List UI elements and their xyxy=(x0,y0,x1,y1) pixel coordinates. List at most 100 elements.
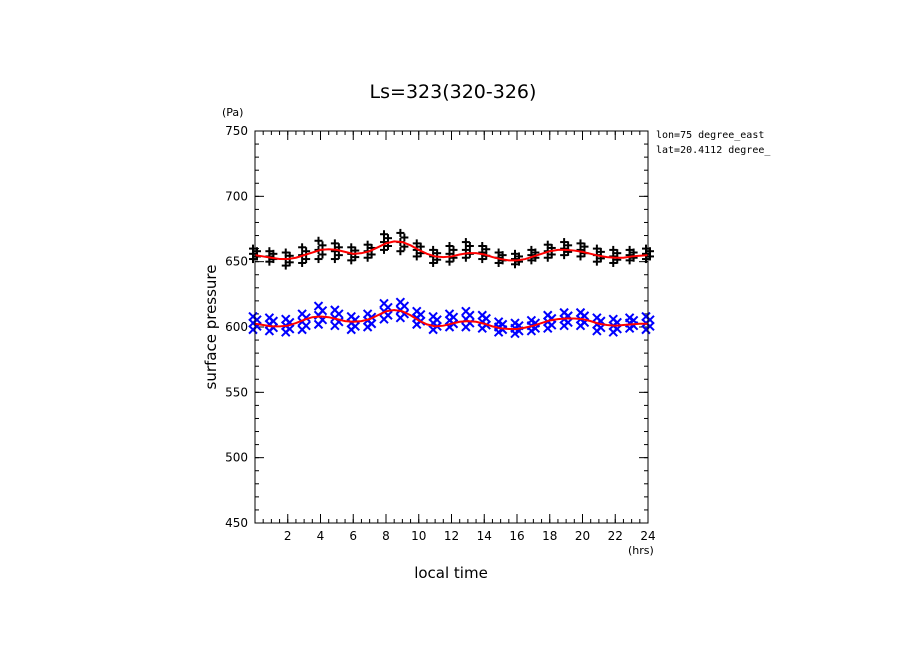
series-0-marker xyxy=(330,255,339,264)
y-tick-label: 550 xyxy=(225,385,248,399)
series-0-marker xyxy=(543,240,552,249)
series-1-marker xyxy=(395,297,406,307)
series-0-marker xyxy=(642,244,650,253)
series-0-marker xyxy=(449,245,458,254)
series-0-marker xyxy=(429,245,438,254)
fit-line-0 xyxy=(254,240,649,262)
y-tick-label: 600 xyxy=(225,320,248,334)
x-tick-label: 14 xyxy=(477,529,492,543)
series-0-marker xyxy=(318,241,327,250)
x-tick-label: 6 xyxy=(349,529,357,543)
series-0-marker xyxy=(318,250,327,259)
series-0-marker xyxy=(314,255,323,264)
series-0-marker xyxy=(380,245,388,254)
x-unit-label: (hrs) xyxy=(628,544,654,557)
series-1-marker xyxy=(444,309,455,319)
series-1-marker xyxy=(641,311,651,322)
series-1-marker xyxy=(575,307,586,318)
series-0-marker xyxy=(363,240,372,249)
series-1-marker xyxy=(362,309,373,319)
series-1-marker xyxy=(543,310,553,320)
x-tick-label: 16 xyxy=(509,529,524,543)
series-0-marker xyxy=(609,245,618,254)
info-line-lat: lat=20.4112 degree_ xyxy=(656,145,771,156)
series-1-marker xyxy=(493,317,504,327)
series-0-marker xyxy=(302,255,311,264)
series-0-marker xyxy=(592,244,601,253)
series-0-marker xyxy=(412,239,421,248)
series-0-marker xyxy=(330,239,339,248)
series-1-marker xyxy=(412,306,422,317)
series-1-marker xyxy=(313,301,324,311)
series-1-marker xyxy=(608,314,618,324)
series-0-marker xyxy=(330,247,339,256)
fit-line-1 xyxy=(254,308,648,330)
series-0-marker xyxy=(461,238,470,247)
x-tick-label: 4 xyxy=(317,529,325,543)
y-tick-label: 750 xyxy=(225,124,248,138)
y-axis-label: surface pressure xyxy=(202,265,220,390)
series-0-marker xyxy=(396,228,405,237)
series-1-marker xyxy=(248,311,258,322)
fit-lines xyxy=(254,240,649,330)
series-1-marker xyxy=(526,315,537,326)
series-1-marker xyxy=(461,306,471,317)
series-1-marker xyxy=(559,307,569,318)
series-0-marker xyxy=(445,257,454,266)
tick-labels: 2 4 6 8 10 12 14 16 18 20 22 2445050055060065070075… xyxy=(225,124,656,543)
x-axis-label: local time xyxy=(414,564,488,582)
series-0-marker xyxy=(249,244,257,253)
series-1-marker xyxy=(428,311,438,322)
series-0-marker xyxy=(461,253,470,262)
series-0-marker xyxy=(527,245,536,254)
series-0-marker xyxy=(511,249,519,258)
x-tick-label: 18 xyxy=(542,529,557,543)
x-tick-label: 22 xyxy=(608,529,623,543)
series-0-marker xyxy=(314,236,323,245)
series-1-marker xyxy=(477,310,487,320)
x-tick-label: 24 xyxy=(640,529,655,543)
series-0-marker xyxy=(494,248,503,257)
series-1-marker xyxy=(264,313,275,323)
series-1-marker xyxy=(624,313,635,323)
x-tick-label: 8 xyxy=(382,529,390,543)
series-1-marker xyxy=(330,305,340,315)
series-0-marker xyxy=(400,242,409,251)
x-tick-label: 12 xyxy=(444,529,459,543)
series-1-marker xyxy=(510,318,520,328)
series-0-marker xyxy=(265,247,274,256)
y-tick-label: 500 xyxy=(225,451,248,465)
series-1-marker xyxy=(297,309,307,319)
series-0-marker xyxy=(281,248,290,257)
series-0-marker xyxy=(400,233,409,242)
series-1-marker xyxy=(379,298,389,309)
data-markers xyxy=(248,228,655,339)
series-0-marker xyxy=(560,238,569,247)
series-0-marker xyxy=(445,241,454,250)
series-1-marker xyxy=(592,313,602,323)
y-tick-label: 700 xyxy=(225,189,248,203)
series-1-marker xyxy=(346,311,356,322)
series-0-marker xyxy=(347,243,356,252)
series-0-marker xyxy=(298,243,307,252)
chart-title: Ls=323(320-326) xyxy=(370,81,537,103)
series-0-marker xyxy=(465,241,474,250)
y-unit-label: (Pa) xyxy=(222,106,243,119)
series-0-marker xyxy=(576,239,585,248)
y-tick-label: 450 xyxy=(225,516,248,530)
series-0-marker xyxy=(478,241,487,250)
info-line-lon: lon=75 degree_east xyxy=(656,130,764,141)
x-tick-label: 2 xyxy=(284,529,292,543)
series-0-marker xyxy=(384,234,392,243)
x-tick-label: 10 xyxy=(411,529,426,543)
plot-frame xyxy=(254,130,649,524)
series-0-marker xyxy=(380,230,388,239)
series-0-marker xyxy=(298,258,307,267)
series-0-marker xyxy=(625,245,634,254)
y-tick-label: 650 xyxy=(225,255,248,269)
x-tick-label: 20 xyxy=(575,529,590,543)
series-1-marker xyxy=(281,314,291,324)
series-0-marker xyxy=(396,247,405,256)
series-0-marker xyxy=(334,251,343,260)
